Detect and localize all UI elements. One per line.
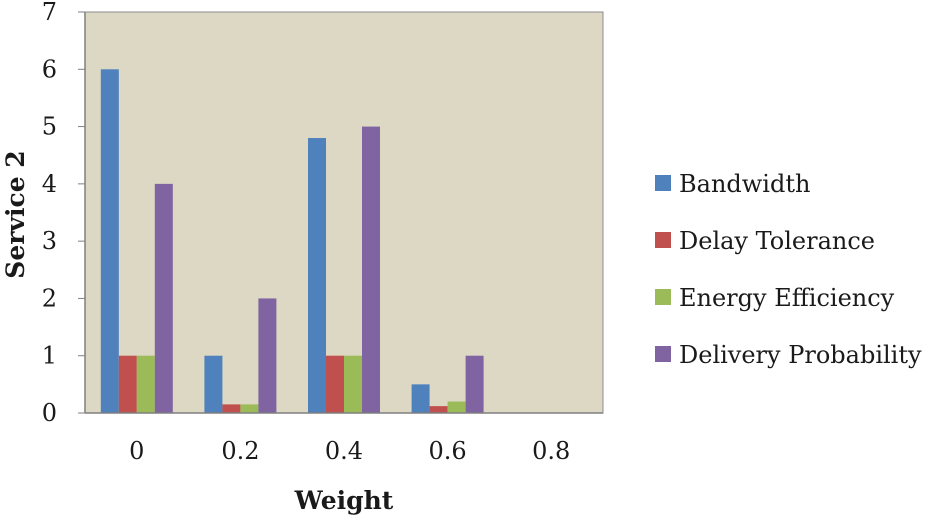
bar-bandwidth — [308, 138, 326, 413]
legend-swatch — [655, 175, 671, 191]
y-tick-label: 4 — [42, 170, 57, 198]
x-axis-ticks: 0 0.2 0.4 0.6 0.8 — [129, 437, 570, 465]
bar-delivery-probability — [465, 355, 484, 413]
y-tick-label: 6 — [42, 55, 57, 83]
bar-bandwidth — [100, 69, 119, 414]
legend-swatch — [655, 346, 671, 362]
legend-label: Delay Tolerance — [679, 227, 875, 255]
bar-energy-efficiency — [240, 404, 259, 413]
y-tick-label: 3 — [42, 227, 57, 255]
bar-delay-tolerance — [118, 355, 137, 413]
x-tick-label: 0.2 — [221, 437, 259, 465]
legend: Bandwidth Delay Tolerance Energy Efficienc… — [655, 170, 922, 369]
x-tick-label: 0 — [129, 437, 144, 465]
bar-delay-tolerance — [326, 355, 344, 413]
bar-bandwidth — [204, 355, 223, 413]
legend-label: Delivery Probability — [679, 341, 922, 369]
y-tick-label: 2 — [42, 284, 57, 312]
bars — [100, 69, 484, 414]
bar-delivery-probability — [362, 126, 380, 414]
bar-delay-tolerance — [222, 404, 241, 413]
bar-energy-efficiency — [447, 401, 466, 413]
legend-swatch — [655, 289, 671, 305]
bar-delivery-probability — [154, 183, 173, 413]
bar-energy-efficiency — [136, 355, 155, 413]
bar-delivery-probability — [258, 298, 277, 413]
x-tick-label: 0.6 — [429, 437, 467, 465]
y-axis-ticks: 0 1 2 3 4 5 6 7 — [42, 0, 85, 427]
x-tick-label: 0.8 — [532, 437, 570, 465]
y-tick-label: 5 — [42, 113, 57, 141]
y-tick-label: 7 — [42, 0, 57, 26]
y-tick-label: 0 — [42, 399, 57, 427]
bar-delay-tolerance — [429, 406, 448, 413]
legend-swatch — [655, 232, 671, 248]
bar-bandwidth — [411, 384, 430, 413]
legend-label: Energy Efficiency — [679, 284, 895, 312]
y-tick-label: 1 — [42, 342, 57, 370]
x-axis-title: Weight — [294, 486, 394, 515]
x-tick-label: 0.4 — [325, 437, 363, 465]
y-axis-title: Service 2 — [1, 150, 30, 278]
bar-energy-efficiency — [344, 355, 362, 413]
legend-label: Bandwidth — [679, 170, 810, 198]
